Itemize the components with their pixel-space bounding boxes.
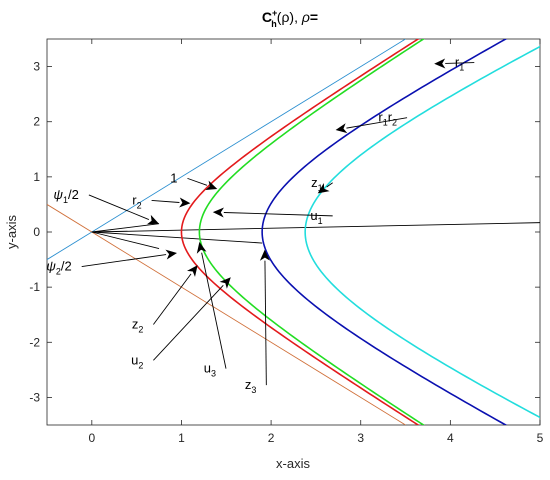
axis-ticks — [47, 39, 541, 425]
hyperbola-curve — [198, 39, 425, 425]
label-z3-arrow-shaft — [264, 260, 267, 386]
hyperbola-curve — [180, 39, 420, 425]
label-u2-arrow-head — [219, 277, 231, 289]
y-tick-label: -1 — [29, 280, 40, 294]
y-tick-label: 2 — [33, 115, 40, 129]
label-u3: u3 — [204, 361, 216, 379]
label-u3-arrow-shaft — [201, 252, 227, 369]
title-arg: (ρ), — [277, 9, 302, 25]
ray-line — [91, 222, 540, 233]
y-tick-labels: -3 -2 -1 0 1 2 3 — [29, 60, 40, 405]
y-tick-label: 1 — [33, 170, 40, 184]
ray-line — [91, 231, 160, 249]
label-1-arrow-shaft — [187, 177, 208, 186]
label-r1r2: r1r2 — [378, 110, 397, 128]
label-z1: z1 — [311, 175, 323, 193]
x-axis-label: x-axis — [276, 456, 310, 471]
x-tick-label: 1 — [178, 431, 185, 445]
title-rho: ρ — [301, 9, 310, 25]
title-eq: = — [310, 9, 318, 25]
x-tick-label: 2 — [268, 431, 275, 445]
label-z3-arrow-head — [259, 249, 270, 261]
label-psi2: ψ2/2 — [46, 259, 71, 277]
label-psi1: ψ1/2 — [54, 187, 79, 205]
title-c: C — [262, 9, 272, 25]
annotations: 1 r2 ψ1/2 ψ2/2 z1 u1 r1r2 r1 z2 u2 u3 z3 — [46, 55, 475, 395]
y-axis-label: y-axis — [4, 215, 19, 249]
label-1: 1 — [170, 170, 177, 185]
title-plus: + — [272, 8, 277, 18]
x-tick-label: 3 — [357, 431, 364, 445]
label-u1-arrow-shaft — [223, 212, 333, 217]
label-r1r2-arrow-shaft — [346, 117, 408, 129]
asymptote-line — [47, 39, 406, 260]
label-u1-arrow-head — [212, 207, 224, 218]
label-r2-arrow-head — [179, 197, 191, 208]
label-r1: r1 — [455, 55, 464, 73]
plot-layer — [47, 39, 540, 425]
x-tick-label: 0 — [88, 431, 95, 445]
label-psi2-arrow-head — [165, 249, 177, 260]
label-r2: r2 — [132, 192, 141, 210]
label-r1-arrow-head — [434, 58, 446, 69]
y-tick-label: -3 — [29, 390, 40, 404]
title-h: h — [271, 19, 277, 29]
label-r2-arrow-shaft — [151, 199, 180, 203]
hyperbola-curve — [261, 39, 508, 425]
label-r1r2-arrow-head — [335, 123, 348, 134]
ray-line — [91, 223, 160, 233]
chart-title: C+ h(ρ), ρ= — [262, 8, 318, 29]
label-z2-arrow-shaft — [153, 273, 192, 325]
asymptote-line — [47, 204, 406, 425]
label-z2-arrow-head — [187, 265, 198, 277]
y-tick-label: 3 — [33, 60, 40, 74]
y-tick-label: -2 — [29, 335, 40, 349]
label-1-arrow-head — [205, 180, 218, 190]
label-z1-arrow-shaft — [326, 182, 333, 188]
label-u3-arrow-head — [196, 241, 207, 254]
hyperbola-curve — [304, 45, 540, 419]
label-z3: z3 — [245, 377, 257, 395]
ray-line — [91, 231, 263, 244]
label-psi1-arrow-shaft — [88, 194, 150, 220]
x-tick-label: 4 — [447, 431, 454, 445]
x-tick-labels: 0 1 2 3 4 5 — [88, 431, 543, 445]
label-u2: u2 — [131, 352, 143, 370]
label-psi2-arrow-shaft — [81, 254, 167, 268]
plot-area — [46, 38, 541, 426]
y-tick-label: 0 — [33, 225, 40, 239]
label-psi1-arrow-head — [147, 214, 159, 225]
label-u1: u1 — [310, 208, 322, 226]
label-z1-arrow-head — [317, 183, 330, 194]
label-r1-arrow-shaft — [445, 62, 475, 64]
label-z2: z2 — [132, 317, 144, 335]
label-u2-arrow-shaft — [153, 284, 224, 361]
x-tick-label: 5 — [537, 431, 544, 445]
